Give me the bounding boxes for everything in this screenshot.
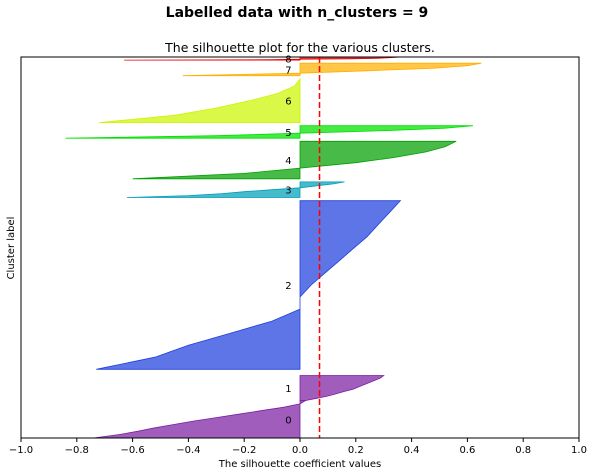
cluster-4-silhouette bbox=[132, 140, 457, 180]
x-axis-ticks: −1.0 −0.8 −0.6 −0.4 −0.2 0.0 0.2 0.4 0.6 0.8 1.0 bbox=[9, 438, 587, 456]
cluster-label-8: 8 bbox=[285, 55, 291, 66]
x-tick-label: −0.2 bbox=[232, 445, 256, 456]
cluster-label-6: 6 bbox=[285, 97, 291, 108]
cluster-label-0: 0 bbox=[285, 415, 291, 426]
x-tick-label: 0.2 bbox=[348, 445, 364, 456]
cluster-6-silhouette bbox=[99, 77, 301, 123]
x-tick-label: −0.4 bbox=[176, 445, 200, 456]
x-tick-label: 0.8 bbox=[515, 445, 531, 456]
cluster-3-silhouette bbox=[126, 181, 345, 198]
silhouette-clusters bbox=[65, 56, 482, 439]
cluster-label-2: 2 bbox=[285, 281, 291, 292]
cluster-label-1: 1 bbox=[285, 384, 291, 395]
x-tick-label: 1.0 bbox=[571, 445, 587, 456]
cluster-1-silhouette bbox=[299, 375, 385, 401]
x-tick-label: −1.0 bbox=[9, 445, 33, 456]
figure-suptitle: Labelled data with n_clusters = 9 bbox=[165, 5, 429, 21]
cluster-label-5: 5 bbox=[285, 128, 291, 139]
x-tick-label: 0.0 bbox=[292, 445, 308, 456]
cluster-label-3: 3 bbox=[285, 186, 291, 197]
y-axis-label: Cluster label bbox=[6, 217, 17, 280]
chart-title: The silhouette plot for the various clus… bbox=[164, 40, 435, 55]
cluster-7-silhouette bbox=[182, 62, 482, 77]
x-tick-label: −0.6 bbox=[120, 445, 144, 456]
cluster-2-silhouette bbox=[96, 200, 402, 370]
cluster-labels: 0 1 2 3 4 5 6 78 bbox=[285, 55, 291, 427]
x-axis-label: The silhouette coefficient values bbox=[218, 459, 382, 470]
x-tick-label: 0.6 bbox=[459, 445, 475, 456]
cluster-label-4: 4 bbox=[285, 156, 291, 167]
cluster-0-silhouette bbox=[93, 400, 308, 439]
cluster-label-7: 7 bbox=[285, 65, 291, 76]
cluster-5-silhouette bbox=[65, 125, 474, 139]
x-tick-label: 0.4 bbox=[404, 445, 420, 456]
x-tick-label: −0.8 bbox=[65, 445, 89, 456]
